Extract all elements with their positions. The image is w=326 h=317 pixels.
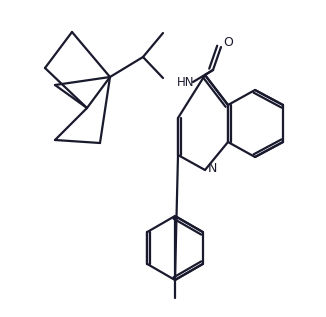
Text: HN: HN (177, 75, 195, 88)
Text: O: O (223, 36, 233, 49)
Text: N: N (208, 163, 217, 176)
